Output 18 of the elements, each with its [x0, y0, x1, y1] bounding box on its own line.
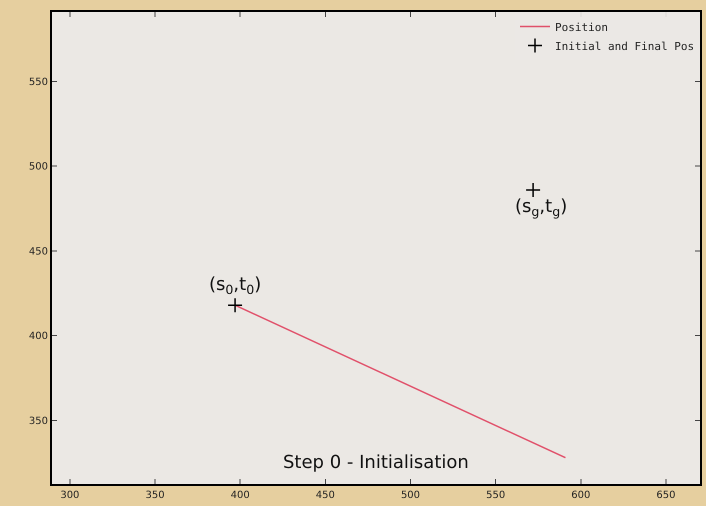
y-tick-label: 400: [28, 331, 48, 342]
legend-label: Initial and Final Pos: [555, 40, 694, 53]
x-tick-label: 400: [230, 490, 250, 501]
annotation: (s$_{g}$,t$_{g}$): [515, 196, 568, 219]
x-tick-label: 450: [316, 490, 335, 501]
annotation: Step 0 - Initialisation: [283, 452, 469, 473]
annotation: (s$_{0}$,t$_{0}$): [209, 274, 262, 297]
x-tick-label: 300: [60, 490, 80, 501]
x-tick-label: 600: [571, 490, 590, 501]
x-tick-label: 550: [486, 490, 506, 501]
y-tick-label: 450: [28, 246, 48, 258]
x-tick-label: 350: [145, 490, 165, 501]
legend-label: Position: [555, 20, 608, 34]
x-tick-label: 500: [400, 490, 420, 501]
y-tick-label: 550: [28, 76, 48, 88]
x-tick-label: 650: [656, 490, 676, 501]
y-tick-label: 350: [28, 416, 48, 427]
y-tick-label: 500: [28, 162, 48, 173]
